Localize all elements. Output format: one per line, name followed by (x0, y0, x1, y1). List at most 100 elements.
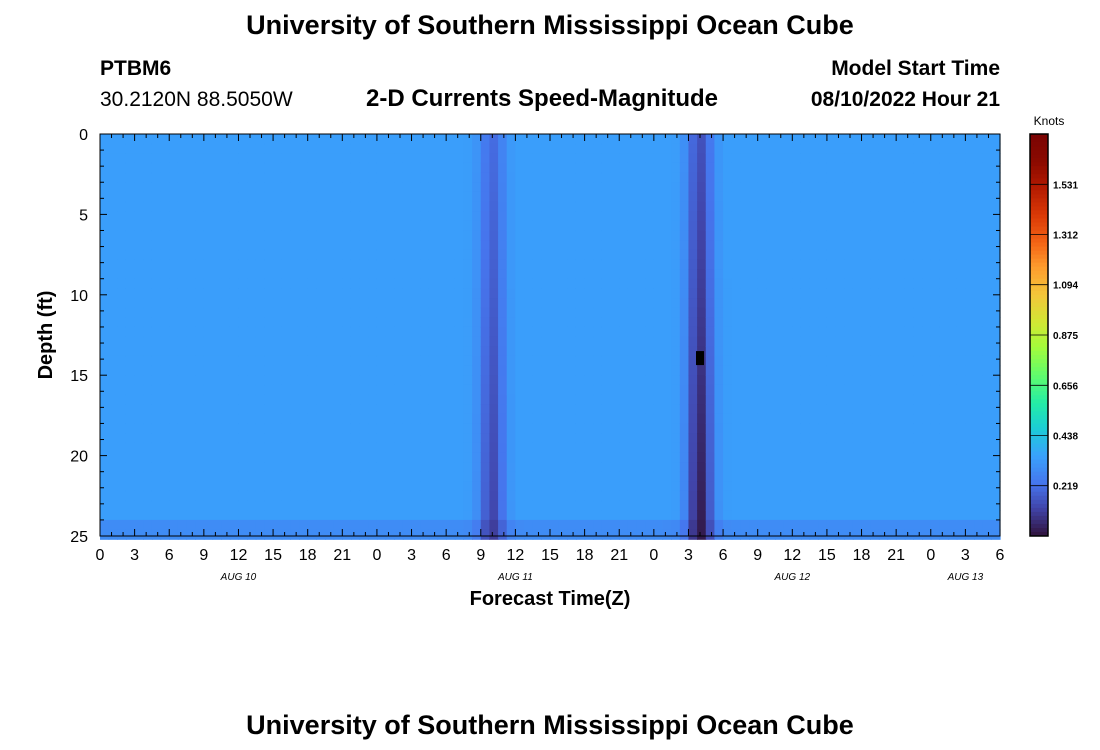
heatmap-cell (939, 471, 949, 482)
heatmap-cell (411, 529, 421, 540)
heatmap-cell (480, 433, 491, 444)
heatmap-cell (368, 375, 378, 386)
heatmap-cell (870, 452, 880, 463)
heatmap-cell (878, 278, 889, 289)
heatmap-cell (749, 529, 759, 540)
heatmap-cell (904, 519, 915, 531)
heatmap-cell (601, 288, 612, 299)
heatmap-cell (385, 317, 395, 328)
heatmap-cell (524, 346, 534, 357)
heatmap-cell (723, 278, 733, 289)
heatmap-cell (705, 259, 716, 270)
heatmap-cell (169, 211, 179, 222)
heatmap-cell (904, 317, 915, 328)
heatmap-cell (809, 317, 819, 328)
heatmap-cell (593, 375, 603, 386)
heatmap-cell (203, 153, 214, 164)
heatmap-cell (333, 317, 343, 328)
heatmap-cell (792, 336, 802, 347)
heatmap-cell (273, 423, 283, 434)
heatmap-cell (169, 336, 179, 347)
heatmap-cell (212, 471, 222, 482)
heatmap-cell (506, 394, 516, 405)
heatmap-cell (974, 365, 984, 376)
heatmap-cell (333, 375, 343, 386)
heatmap-cell (506, 201, 516, 212)
heatmap-cell (273, 346, 283, 357)
heatmap-cell (238, 384, 248, 396)
heatmap-cell (826, 172, 837, 183)
heatmap-cell (887, 433, 897, 444)
heatmap-cell (515, 201, 525, 212)
heatmap-cell (151, 462, 162, 473)
heatmap-cell (428, 143, 439, 154)
heatmap-cell (974, 249, 984, 261)
heatmap-cell (550, 433, 560, 444)
heatmap-cell (705, 240, 716, 251)
heatmap-cell (195, 298, 205, 309)
heatmap-cell (247, 153, 257, 164)
heatmap-cell (255, 288, 266, 299)
heatmap-cell (904, 500, 915, 511)
heatmap-cell (290, 433, 300, 444)
heatmap-cell (636, 510, 646, 521)
heatmap-cell (835, 240, 845, 251)
heatmap-cell (835, 471, 845, 482)
heatmap-cell (809, 288, 819, 299)
heatmap-cell (273, 172, 283, 183)
heatmap-cell (350, 529, 361, 540)
heatmap-cell (472, 211, 482, 222)
heatmap-cell (160, 433, 170, 444)
heatmap-cell (515, 490, 525, 502)
heatmap-cell (584, 433, 594, 444)
heatmap-cell (636, 153, 646, 164)
heatmap-cell (809, 298, 819, 309)
heatmap-cell (498, 462, 508, 473)
heatmap-cell (108, 404, 118, 415)
heatmap-cell (558, 452, 568, 463)
heatmap-cell (247, 529, 257, 540)
heatmap-cell (489, 433, 499, 444)
heatmap-cell (316, 384, 326, 396)
heatmap-cell (359, 413, 369, 425)
heatmap-cell (195, 201, 205, 212)
heatmap-cell (186, 423, 196, 434)
heatmap-cell (100, 462, 110, 473)
heatmap-cell (255, 394, 266, 405)
heatmap-cell (818, 162, 828, 174)
heatmap-cell (428, 452, 439, 463)
heatmap-cell (221, 413, 231, 425)
heatmap-cell (229, 384, 240, 396)
colorbar-swatch (1030, 134, 1048, 139)
heatmap-cell (489, 355, 499, 367)
heatmap-cell (904, 462, 915, 473)
heatmap-cell (800, 288, 811, 299)
heatmap-cell (420, 317, 430, 328)
heatmap-cell (299, 413, 309, 425)
heatmap-cell (212, 182, 222, 193)
heatmap-cell (359, 384, 369, 396)
heatmap-cell (575, 172, 586, 183)
heatmap-cell (160, 462, 170, 473)
heatmap-cell (428, 230, 439, 241)
heatmap-cell (965, 326, 975, 338)
heatmap-cell (575, 490, 586, 502)
heatmap-cell (108, 172, 118, 183)
heatmap-cell (601, 162, 612, 174)
heatmap-cell (835, 336, 845, 347)
heatmap-cell (783, 452, 793, 463)
heatmap-cell (627, 519, 638, 531)
heatmap-cell (861, 230, 871, 241)
heatmap-cell (922, 346, 932, 357)
heatmap-cell (463, 490, 473, 502)
heatmap-cell (887, 394, 897, 405)
heatmap-cell (861, 134, 871, 145)
heatmap-cell (160, 249, 170, 261)
heatmap-cell (740, 490, 750, 502)
colorbar-swatch (1030, 242, 1048, 248)
heatmap-cell (281, 510, 291, 521)
heatmap-cell (904, 490, 915, 502)
heatmap-cell (359, 500, 369, 511)
heatmap-cell (134, 490, 144, 502)
heatmap-cell (480, 423, 491, 434)
